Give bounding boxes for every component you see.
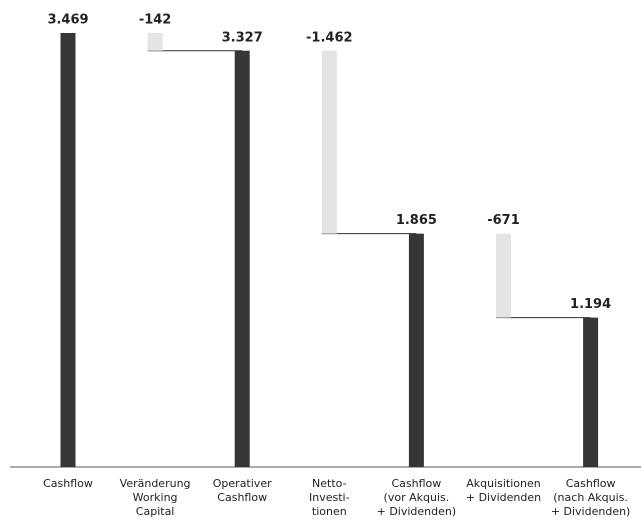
category-label: Cashflow [566, 477, 616, 490]
value-label: 1.194 [570, 297, 611, 312]
category-label: + Dividenden [466, 491, 541, 504]
category-label: Working [133, 491, 178, 504]
bar [583, 317, 599, 467]
category-label: Akquisitionen [466, 477, 541, 490]
value-label: -1.462 [306, 30, 353, 45]
value-label: 3.327 [222, 30, 263, 45]
category-label: (nach Akquis. [553, 491, 628, 504]
category-label: (vor Akquis. [384, 491, 450, 504]
category-label: Cashflow [43, 477, 93, 490]
category-label: Investi- [309, 491, 350, 504]
bar [234, 50, 250, 467]
category-label: + Dividenden) [551, 505, 631, 518]
value-label: 1.865 [396, 213, 437, 228]
value-label: 3.469 [47, 13, 88, 28]
bar [496, 233, 511, 318]
category-label: Capital [136, 505, 175, 518]
category-label: tionen [312, 505, 347, 518]
category-label: Cashflow [392, 477, 442, 490]
bar [408, 233, 424, 467]
category-label: Netto- [312, 477, 347, 490]
bar [60, 33, 76, 467]
value-label: -142 [139, 13, 172, 28]
category-label: + Dividenden) [377, 505, 457, 518]
bar [147, 33, 163, 51]
value-label: -671 [487, 213, 520, 228]
category-label: Veränderung [120, 477, 191, 490]
category-label: Cashflow [217, 491, 267, 504]
bar [321, 50, 337, 234]
category-label: Operativer [213, 477, 272, 490]
